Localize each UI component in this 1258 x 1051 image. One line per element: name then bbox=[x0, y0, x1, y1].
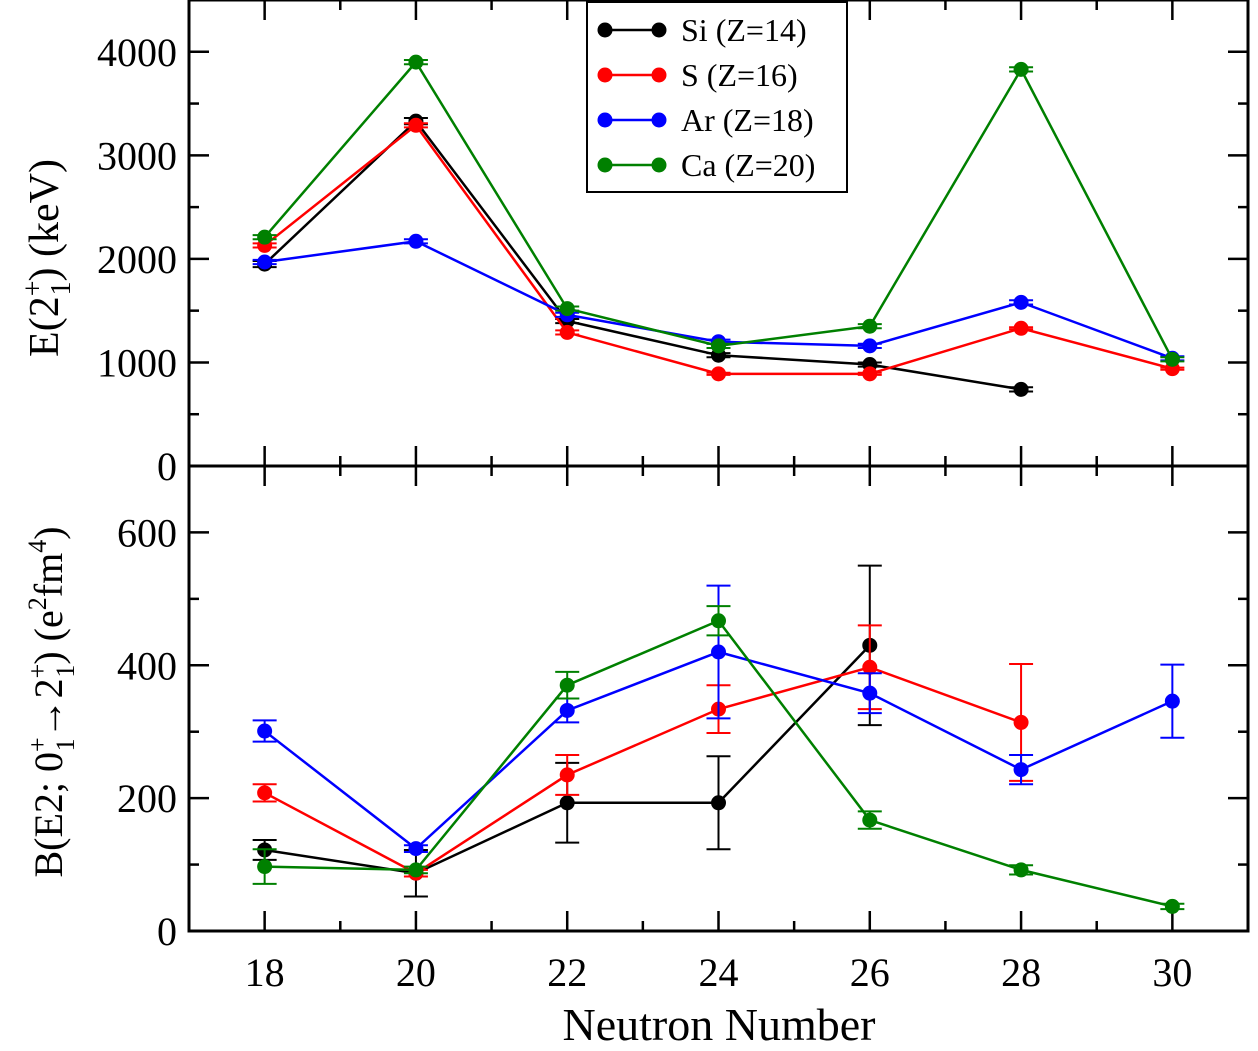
bottom-data-point bbox=[1164, 693, 1180, 709]
legend-marker bbox=[597, 67, 613, 83]
legend-entry-ar-z-18: Ar (Z=18) bbox=[681, 102, 814, 138]
top-y-tick-label: 3000 bbox=[97, 133, 177, 178]
bottom-y-tick-label: 600 bbox=[117, 510, 177, 555]
legend-marker bbox=[651, 22, 667, 38]
bottom-data-point bbox=[257, 859, 273, 875]
bottom-data-point bbox=[559, 767, 575, 783]
top-y-tick-label: 0 bbox=[157, 444, 177, 489]
top-data-point bbox=[257, 229, 273, 245]
top-data-point bbox=[862, 318, 878, 334]
bottom-data-point bbox=[1013, 762, 1029, 778]
top-data-point bbox=[408, 54, 424, 70]
legend-marker bbox=[597, 157, 613, 173]
top-data-point bbox=[862, 366, 878, 382]
legend-marker bbox=[651, 67, 667, 83]
legend: Si (Z=14) S (Z=16) Ar (Z=18) Ca (Z=20) bbox=[586, 1, 848, 193]
bottom-data-point bbox=[1013, 714, 1029, 730]
bottom-data-point bbox=[862, 685, 878, 701]
top-data-point bbox=[559, 324, 575, 340]
legend-entry-si-z-14: Si (Z=14) bbox=[681, 12, 807, 48]
top-data-point bbox=[1013, 381, 1029, 397]
bottom-data-point bbox=[711, 795, 726, 811]
legend-box bbox=[586, 1, 848, 193]
top-data-point bbox=[711, 338, 726, 354]
top-data-point bbox=[257, 254, 273, 270]
bottom-data-point bbox=[862, 812, 878, 828]
bottom-data-point bbox=[408, 841, 424, 857]
x-tick-label: 30 bbox=[1152, 950, 1192, 995]
bottom-series-ca-z-20 bbox=[252, 605, 1185, 914]
energy-panel: 0 1000 2000 3000 4000 bbox=[97, 0, 1250, 489]
x-tick-label: 22 bbox=[547, 950, 587, 995]
bottom-y-tick-label: 0 bbox=[157, 909, 177, 954]
top-y-tick-label: 1000 bbox=[97, 340, 177, 385]
legend-entry-s-z-16: S (Z=16) bbox=[681, 57, 798, 93]
x-tick-label: 24 bbox=[699, 950, 739, 995]
bottom-data-point bbox=[1164, 898, 1180, 914]
top-series-s-z-16 bbox=[252, 117, 1185, 382]
bottom-data-point bbox=[559, 702, 575, 718]
top-data-point bbox=[408, 117, 424, 133]
top-data-point bbox=[1013, 294, 1029, 310]
bottom-y-tick-label: 400 bbox=[117, 643, 177, 688]
top-data-point bbox=[559, 301, 575, 317]
legend-marker bbox=[651, 157, 667, 173]
bottom-data-point bbox=[408, 862, 424, 878]
legend-marker bbox=[597, 22, 613, 38]
bottom-data-point bbox=[1013, 862, 1029, 878]
bottom-series-si-z-14 bbox=[252, 564, 882, 898]
bottom-data-point bbox=[257, 785, 273, 801]
top-y-axis-label: E(2+1) (keV) bbox=[18, 159, 77, 357]
top-y-tick-label: 2000 bbox=[97, 237, 177, 282]
top-data-point bbox=[1013, 61, 1029, 77]
bottom-series-line bbox=[264, 665, 1022, 875]
bottom-data-point bbox=[711, 644, 726, 660]
bottom-y-tick-label: 200 bbox=[117, 776, 177, 821]
top-series-ca-z-20 bbox=[252, 54, 1185, 367]
bottom-series-s-z-16 bbox=[252, 624, 1034, 881]
top-y-tick-label: 4000 bbox=[97, 30, 177, 75]
top-data-point bbox=[862, 338, 878, 354]
x-axis-label: Neutron Number bbox=[563, 999, 876, 1050]
top-data-point bbox=[1013, 320, 1029, 336]
bottom-y-axis-label: B(E2; 0+1→2+1) (e2fm4) bbox=[23, 526, 80, 877]
bottom-data-point bbox=[559, 795, 575, 811]
bottom-data-point bbox=[559, 677, 575, 693]
bottom-data-point bbox=[862, 659, 878, 675]
top-data-point bbox=[408, 233, 424, 249]
legend-entry-ca-z-20: Ca (Z=20) bbox=[681, 147, 815, 183]
legend-marker bbox=[597, 112, 613, 128]
x-tick-label: 18 bbox=[245, 950, 285, 995]
legend-marker bbox=[651, 112, 667, 128]
bottom-data-point bbox=[257, 723, 273, 739]
bottom-data-point bbox=[711, 613, 726, 629]
top-data-point bbox=[711, 366, 726, 382]
x-tick-label: 28 bbox=[1001, 950, 1041, 995]
be2-panel: 18 20 22 24 26 28 30 0 200 400 600 bbox=[117, 464, 1250, 995]
bottom-series-ar-z-18 bbox=[252, 584, 1185, 857]
x-tick-label: 26 bbox=[850, 950, 890, 995]
top-data-point bbox=[1164, 351, 1180, 367]
x-tick-label: 20 bbox=[396, 950, 436, 995]
